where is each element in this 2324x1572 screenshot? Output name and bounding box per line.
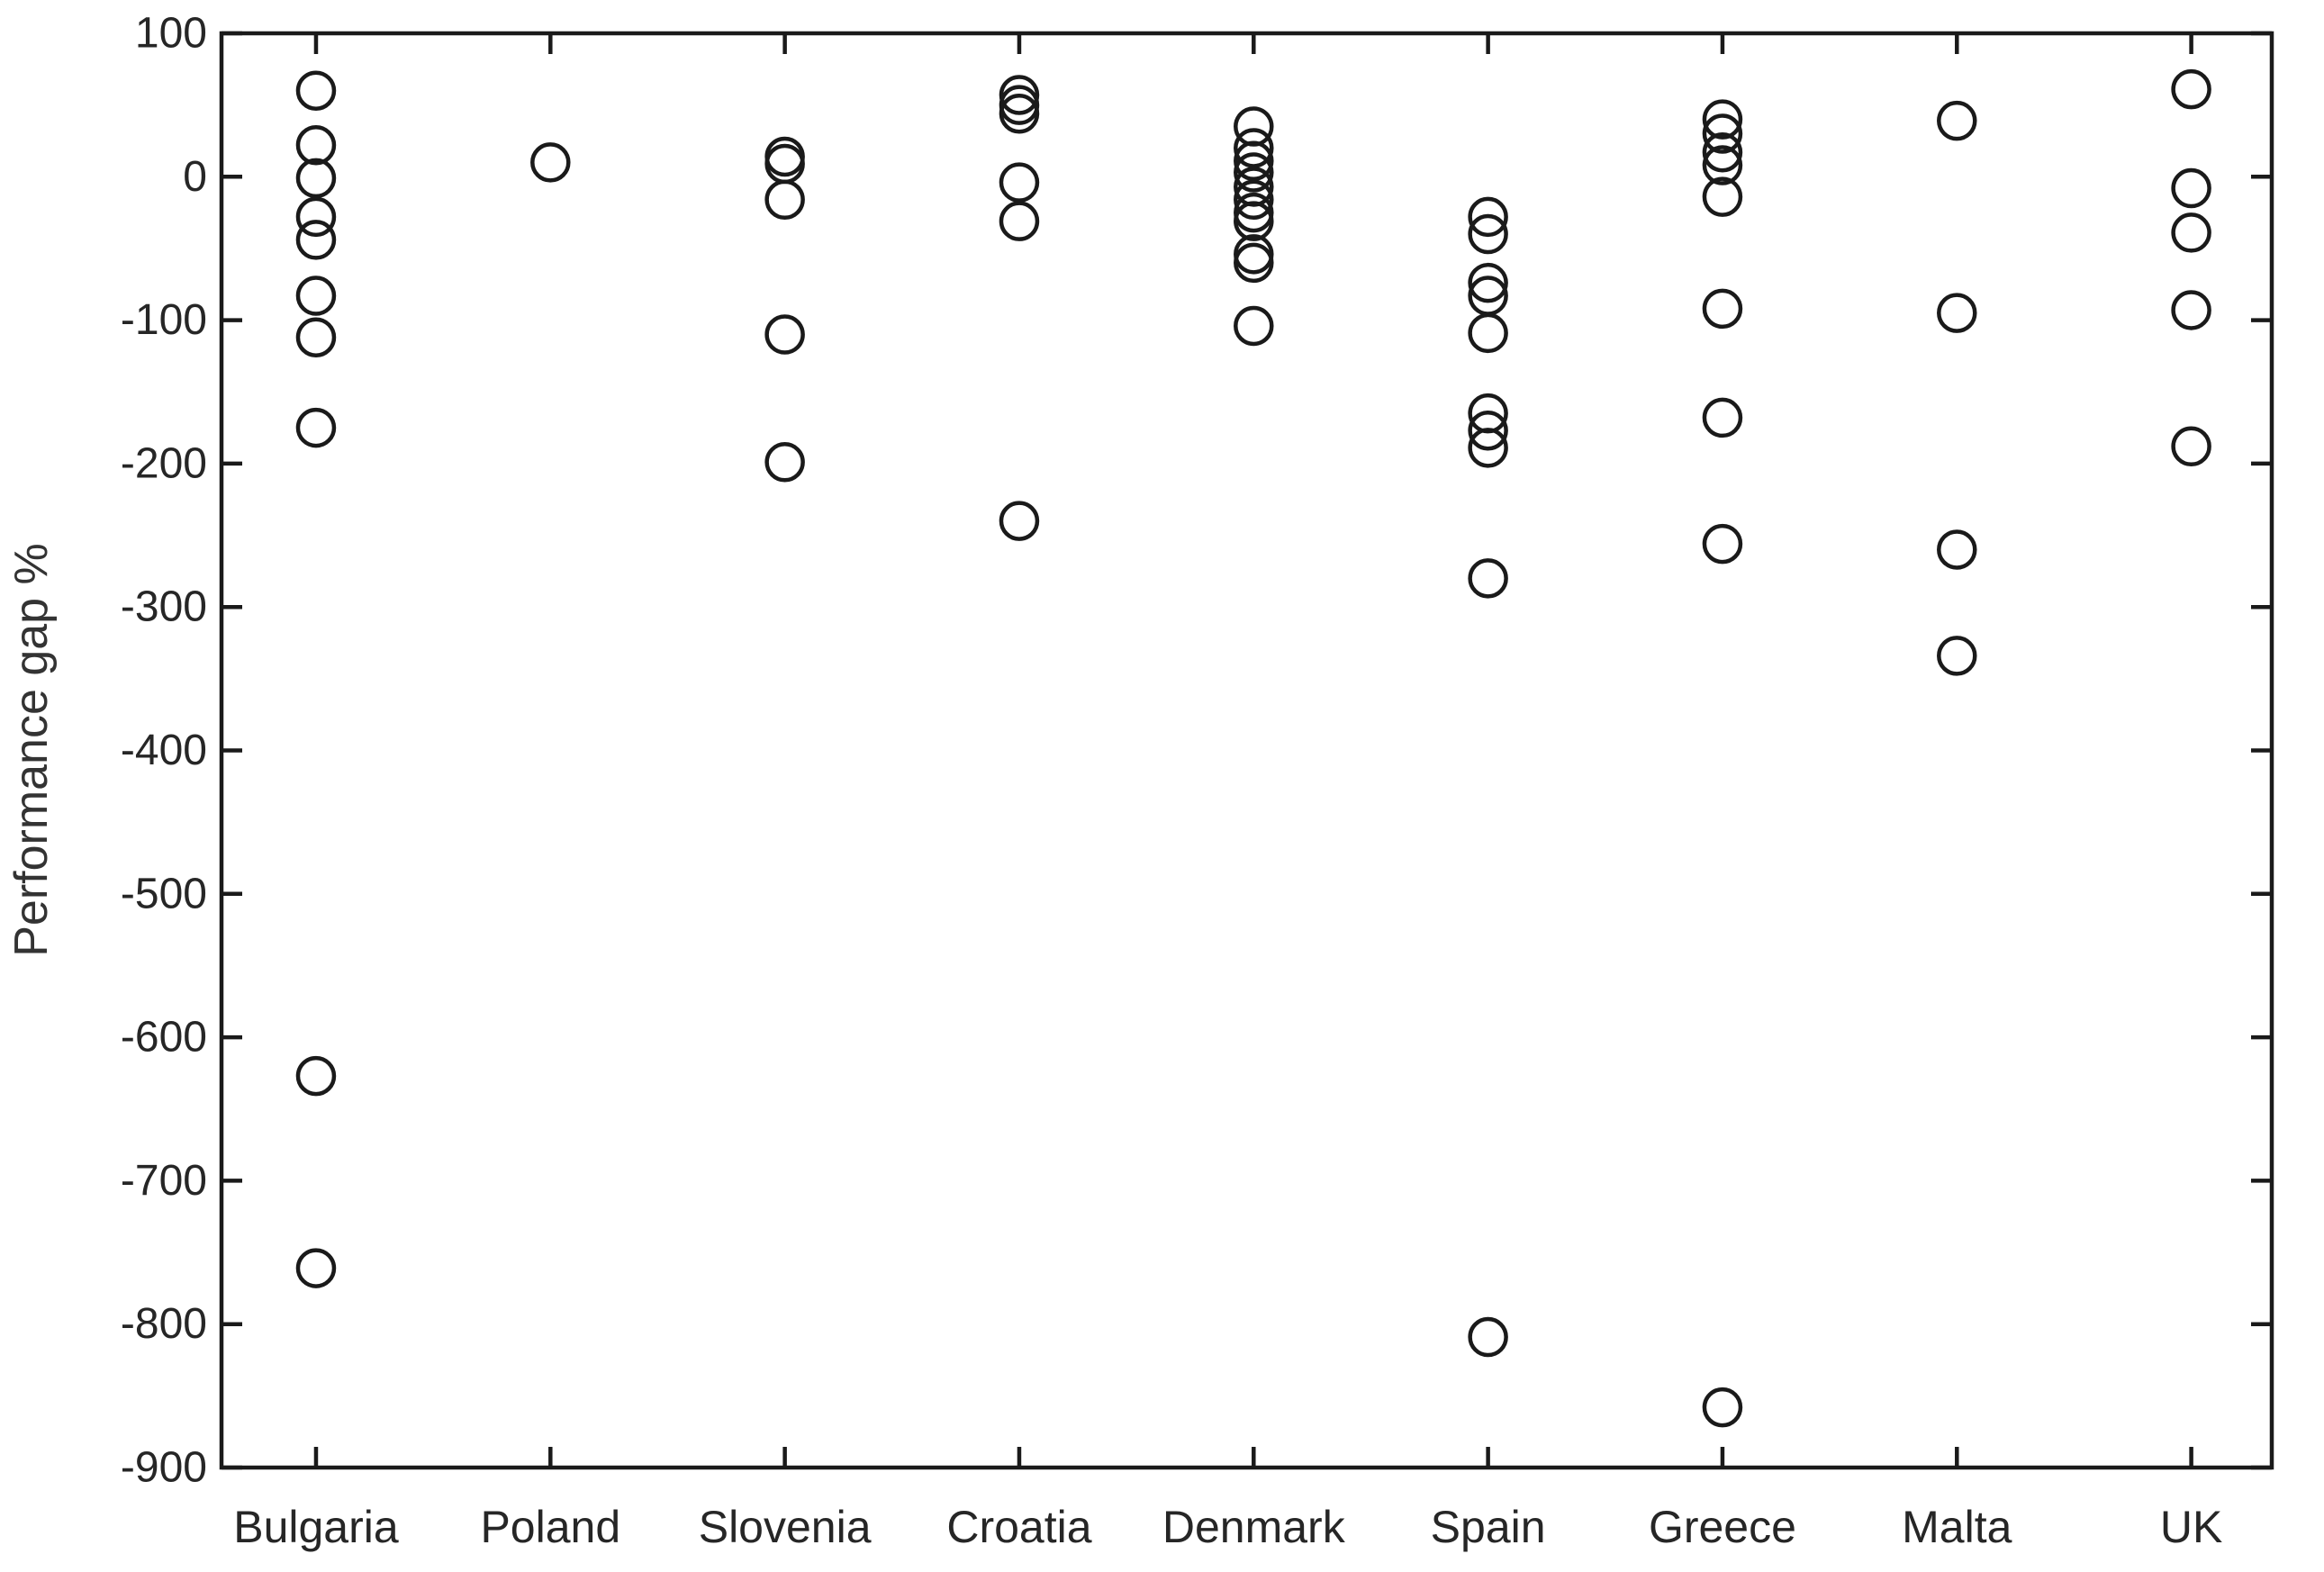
x-tick-label: Croatia [946, 1502, 1091, 1552]
data-point [1468, 411, 1508, 451]
data-point [2171, 167, 2211, 209]
data-point [1468, 312, 1508, 354]
data-point [764, 179, 805, 221]
y-tick-label: -400 [121, 727, 207, 774]
data-point [1468, 262, 1508, 303]
y-tick-label: 100 [135, 10, 207, 58]
data-point [2171, 426, 2211, 467]
data-point [1937, 293, 1977, 333]
data-point [1702, 397, 1743, 438]
y-tick-label: 0 [183, 153, 207, 201]
y-tick-label: -100 [121, 296, 207, 344]
data-point [2171, 212, 2211, 253]
data-point [1702, 523, 1743, 565]
data-point [295, 1055, 337, 1097]
y-tick-label: -700 [121, 1157, 207, 1205]
data-point [295, 70, 337, 111]
x-tick-label: Denmark [1162, 1502, 1346, 1552]
data-point [1468, 428, 1508, 468]
data-point [1702, 113, 1743, 154]
data-point [764, 442, 805, 483]
data-point [2171, 68, 2211, 110]
data-point [1468, 1316, 1508, 1358]
data-point [295, 407, 337, 448]
data-point [999, 201, 1040, 241]
data-point [1937, 529, 1977, 570]
axis-box [219, 31, 2274, 1470]
data-point [1234, 305, 1274, 347]
x-tick-label: Bulgaria [233, 1502, 399, 1552]
y-axis-label: Performance gap % [5, 543, 58, 957]
data-point [295, 196, 337, 238]
data-point [1702, 288, 1743, 330]
x-tick-label: Slovenia [699, 1502, 872, 1552]
y-tick-label: -800 [121, 1300, 207, 1348]
y-tick-label: -300 [121, 583, 207, 631]
data-point [295, 317, 337, 357]
data-point [1234, 242, 1274, 284]
data-point [530, 142, 571, 183]
data-point [295, 220, 337, 260]
data-point [1702, 145, 1743, 185]
x-tick-label: UK [2160, 1502, 2222, 1552]
data-point [1702, 1387, 1743, 1428]
data-point [1468, 558, 1508, 599]
data-point [999, 501, 1040, 541]
data-point [1702, 99, 1743, 140]
data-point [1702, 176, 1743, 217]
y-tick-label: -600 [121, 1014, 207, 1062]
y-tick-label: -200 [121, 439, 207, 487]
data-point [295, 1248, 337, 1288]
data-point [1234, 140, 1274, 182]
data-point [999, 93, 1040, 134]
data-point [1468, 213, 1508, 255]
data-point [1702, 131, 1743, 173]
data-point [295, 158, 337, 199]
x-tick-label: Spain [1431, 1502, 1546, 1552]
data-point [1234, 201, 1274, 241]
data-point [1468, 196, 1508, 238]
data-point [1234, 106, 1274, 147]
data-point [999, 75, 1040, 115]
data-point [1234, 128, 1274, 168]
plot-area: 100 0 -100 -200 -300 -400 -500 -600 -700 -800 -900… [121, 10, 2274, 1552]
data-point [1234, 152, 1274, 193]
data-point [1234, 179, 1274, 221]
data-point [999, 162, 1040, 203]
data-point [764, 314, 805, 355]
data-point [1234, 234, 1274, 275]
x-tick-label: Greece [1649, 1502, 1796, 1552]
y-tick-label: -900 [121, 1444, 207, 1492]
data-point [1937, 636, 1977, 676]
data-point [295, 125, 337, 166]
data-point [2171, 290, 2211, 330]
data-point [1937, 100, 1977, 141]
y-tick-label: -500 [121, 870, 207, 917]
x-tick-label: Malta [1902, 1502, 2012, 1552]
data-point [295, 276, 337, 316]
x-tick-label: Poland [480, 1502, 620, 1552]
